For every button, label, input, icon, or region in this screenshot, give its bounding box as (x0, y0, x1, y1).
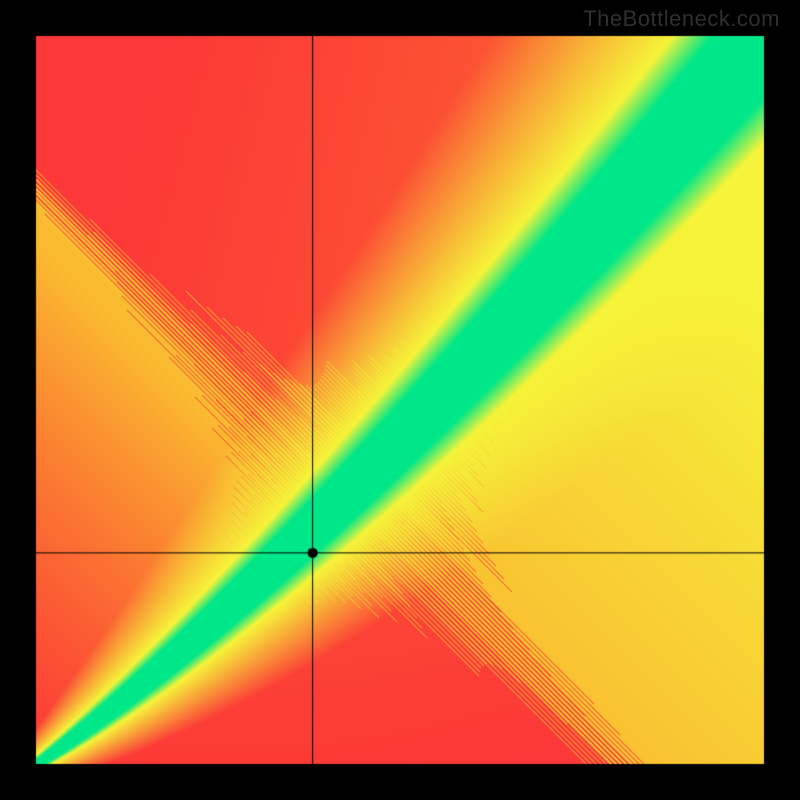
bottleneck-heatmap (0, 0, 800, 800)
chart-container: TheBottleneck.com (0, 0, 800, 800)
watermark-text: TheBottleneck.com (583, 6, 780, 32)
